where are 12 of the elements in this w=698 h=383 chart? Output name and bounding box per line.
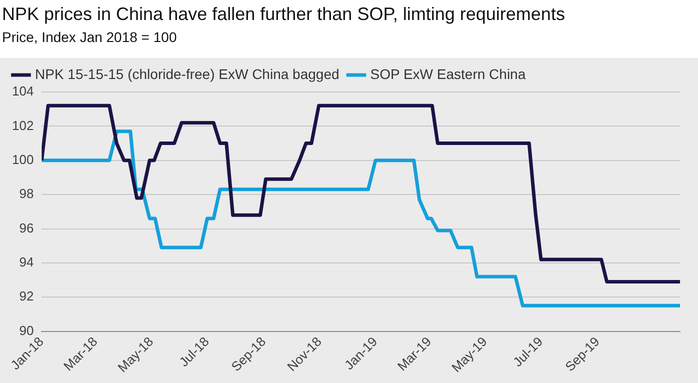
y-tick-label: 94 (19, 254, 34, 270)
legend-label: SOP ExW Eastern China (370, 66, 526, 82)
y-tick-label: 98 (19, 186, 34, 202)
y-tick-label: 96 (19, 220, 34, 236)
y-tick-label: 90 (19, 322, 34, 338)
y-tick-label: 92 (19, 288, 34, 304)
chart-subtitle: Price, Index Jan 2018 = 100 (2, 29, 178, 45)
legend-label: NPK 15-15-15 (chloride-free) ExW China bagged (35, 66, 340, 82)
y-tick-label: 100 (12, 152, 34, 167)
chart-title: NPK prices in China have fallen further than SOP, limting requirements (2, 4, 566, 25)
y-tick-label: 104 (12, 84, 34, 99)
y-tick-label: 102 (12, 118, 34, 133)
